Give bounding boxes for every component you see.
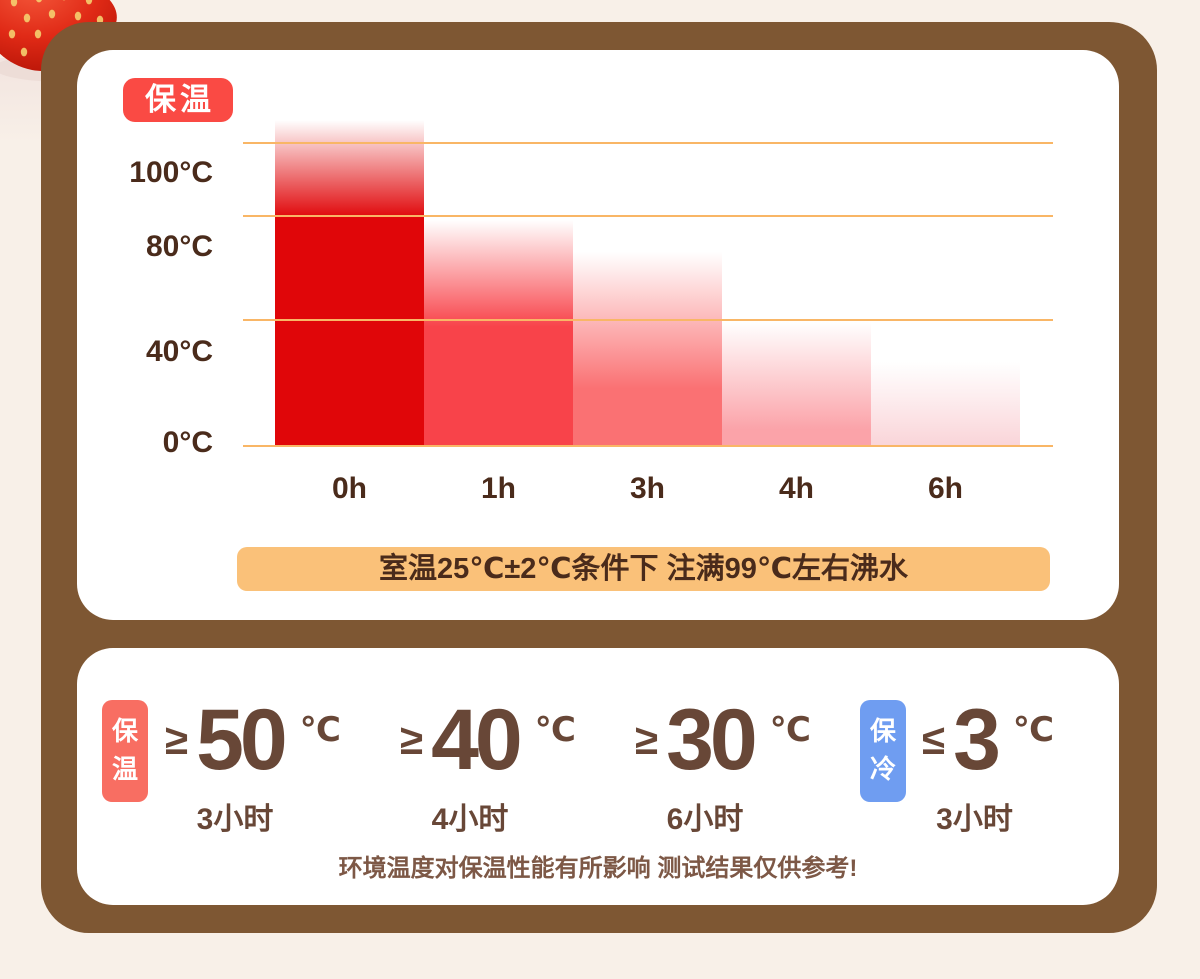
x-tick-0h: 0h (331, 472, 367, 505)
stat-hot-4h: ≥ 40 ℃ 4小时 (400, 686, 576, 838)
bar-4h (722, 322, 871, 447)
bar-0h (275, 120, 424, 447)
stat-duration: 3小时 (936, 803, 1013, 836)
brown-frame: 保温 100°C 80°C 40°C 0°C 0h 1h 3h 4h 6h 室温… (41, 22, 1157, 933)
gte-sign: ≥ (635, 716, 659, 763)
gridline-100c (243, 142, 1053, 144)
celsius-unit: ℃ (534, 711, 576, 749)
stat-value: 30 (666, 692, 758, 788)
chart-card: 保温 100°C 80°C 40°C 0°C 0h 1h 3h 4h 6h 室温… (77, 50, 1119, 620)
gridline-80c (243, 215, 1053, 217)
gte-sign: ≥ (165, 716, 189, 763)
stat-cold-3h: ≤ 3 ℃ 3小时 (922, 686, 1054, 838)
cold-retention-vertical-badge: 保冷 (860, 700, 906, 802)
x-tick-1h: 1h (480, 472, 516, 505)
stat-hot-3h: ≥ 50 ℃ 3小时 (165, 686, 341, 838)
stat-value: 50 (196, 692, 288, 788)
test-condition-banner: 室温25℃±2℃条件下 注满99℃左右沸水 (237, 547, 1050, 591)
y-tick-0c: 0°C (162, 426, 213, 459)
bar-3h (573, 252, 722, 447)
stat-duration: 6小时 (666, 803, 744, 836)
celsius-unit: ℃ (769, 711, 811, 749)
stat-hot-6h: ≥ 30 ℃ 6小时 (635, 686, 811, 838)
stat-value: 40 (431, 692, 523, 788)
celsius-unit: ℃ (1012, 711, 1055, 749)
stats-card: 保温 ≥ 50 ℃ 3小时 ≥ 40 ℃ 4小时 (77, 648, 1119, 905)
heat-retention-badge: 保温 (123, 78, 233, 122)
y-tick-40c: 40°C (145, 335, 213, 368)
bar-6h (871, 362, 1020, 447)
celsius-unit: ℃ (299, 711, 341, 749)
y-tick-100c: 100°C (129, 156, 213, 189)
stat-duration: 4小时 (431, 803, 509, 836)
stat-value: 3 (953, 692, 1001, 788)
y-tick-80c: 80°C (145, 230, 213, 263)
x-tick-6h: 6h (927, 472, 963, 505)
x-tick-3h: 3h (629, 472, 665, 505)
heat-retention-vertical-badge: 保温 (102, 700, 148, 802)
gte-sign: ≥ (400, 716, 424, 763)
bar-1h (424, 220, 573, 447)
gridline-0c-baseline (243, 445, 1053, 447)
x-tick-4h: 4h (778, 472, 814, 505)
lte-sign: ≤ (922, 716, 946, 763)
disclaimer-note: 环境温度对保温性能有所影响 测试结果仅供参考! (338, 855, 858, 882)
gridline-40c (243, 319, 1053, 321)
stat-duration: 3小时 (196, 803, 274, 836)
